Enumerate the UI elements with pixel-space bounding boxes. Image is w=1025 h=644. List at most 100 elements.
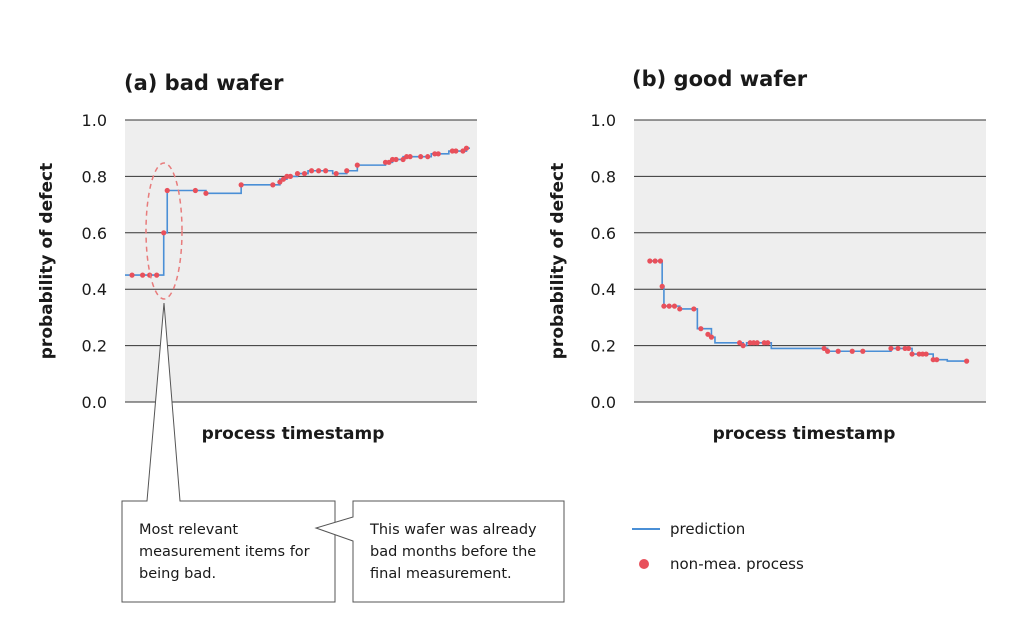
- panel-good-wafer: (b) good wafer 1.0 0.8 0.6 0.4 0.2 0.0 proces…: [548, 67, 986, 444]
- y-tick-labels-good-wafer: 1.0 0.8 0.6 0.4 0.2 0.0: [591, 111, 616, 412]
- nonmea-point-good-wafer-10: [705, 331, 711, 337]
- highlight-ellipse: [145, 162, 183, 300]
- y-tick-label-bad-wafer-3: 0.4: [82, 280, 107, 299]
- panel-title-bad-wafer: (a) bad wafer: [124, 71, 284, 95]
- nonmea-point-bad-wafer-16: [308, 168, 315, 174]
- x-axis-title-good-wafer: process timestamp: [713, 424, 896, 444]
- nonmea-point-good-wafer-8: [691, 306, 697, 312]
- gridlines-bad-wafer: [125, 119, 477, 403]
- nonmea-point-bad-wafer-7: [203, 190, 209, 196]
- nonmea-point-bad-wafer-34: [453, 148, 459, 154]
- nonmea-point-good-wafer-12: [737, 340, 743, 346]
- legend: prediction non-mea. process: [632, 520, 804, 573]
- y-axis-title-bad-wafer: probability of defect: [37, 163, 57, 359]
- nonmea-point-good-wafer-3: [659, 283, 665, 289]
- nonmea-point-good-wafer-33: [934, 357, 940, 363]
- y-tick-label-bad-wafer-5: 0.0: [82, 393, 107, 412]
- y-tick-label-good-wafer-4: 0.2: [591, 337, 616, 356]
- nonmea-point-bad-wafer-32: [435, 151, 441, 157]
- legend-nonmea-swatch: [639, 559, 649, 569]
- nonmea-point-bad-wafer-21: [354, 162, 360, 168]
- y-tick-label-good-wafer-1: 0.8: [591, 167, 616, 186]
- nonmea-point-good-wafer-4: [661, 303, 667, 309]
- nonmea-point-good-wafer-34: [964, 358, 970, 364]
- nonmea-point-bad-wafer-25: [393, 156, 399, 163]
- callout-right-line-1: This wafer was already: [369, 522, 537, 538]
- nonmea-point-bad-wafer-9: [270, 182, 276, 188]
- y-tick-label-good-wafer-3: 0.4: [591, 280, 616, 299]
- callout-right-line-3: final measurement.: [370, 566, 512, 582]
- nonmea-point-good-wafer-1: [652, 258, 658, 264]
- legend-prediction-label: prediction: [670, 520, 745, 538]
- y-tick-label-bad-wafer-1: 0.8: [82, 167, 107, 186]
- nonmea-point-good-wafer-20: [825, 348, 831, 354]
- x-axis-title-bad-wafer: process timestamp: [202, 424, 385, 444]
- nonmea-point-bad-wafer-8: [238, 182, 244, 188]
- y-tick-label-good-wafer-2: 0.6: [591, 224, 616, 243]
- series-good-wafer: [647, 258, 970, 364]
- nonmea-point-bad-wafer-36: [463, 145, 470, 151]
- nonmea-point-bad-wafer-26: [400, 156, 406, 163]
- callout-left-line-1: Most relevant: [139, 522, 238, 538]
- nonmea-point-bad-wafer-18: [323, 168, 329, 174]
- nonmea-point-bad-wafer-35: [460, 148, 466, 154]
- legend-nonmea-label: non-mea. process: [670, 555, 804, 573]
- nonmea-point-good-wafer-9: [698, 326, 704, 332]
- nonmea-point-good-wafer-13: [740, 343, 746, 349]
- nonmea-point-good-wafer-5: [666, 303, 672, 309]
- nonmea-point-bad-wafer-15: [301, 170, 308, 177]
- nonmea-point-bad-wafer-0: [129, 272, 135, 278]
- callout-left-line-3: being bad.: [139, 566, 216, 582]
- nonmea-point-bad-wafer-14: [294, 170, 301, 177]
- series-bad-wafer: [125, 145, 470, 278]
- nonmea-point-bad-wafer-1: [140, 272, 146, 278]
- nonmea-point-good-wafer-16: [754, 340, 760, 346]
- nonmea-point-good-wafer-21: [835, 348, 841, 354]
- nonmea-point-bad-wafer-5: [164, 187, 170, 194]
- nonmea-point-good-wafer-6: [671, 303, 678, 309]
- nonmea-point-bad-wafer-30: [425, 154, 431, 160]
- nonmea-point-good-wafer-24: [888, 345, 894, 352]
- y-tick-label-good-wafer-0: 1.0: [591, 111, 616, 130]
- gridlines-good-wafer: [634, 119, 986, 403]
- nonmea-point-bad-wafer-28: [407, 154, 413, 160]
- nonmea-point-bad-wafer-6: [192, 187, 198, 194]
- y-tick-label-bad-wafer-4: 0.2: [82, 337, 107, 356]
- nonmea-point-good-wafer-22: [849, 348, 855, 354]
- nonmea-point-bad-wafer-20: [344, 168, 350, 174]
- callouts: Most relevant measurement items for bein…: [121, 302, 565, 603]
- callout-right-box: [314, 500, 565, 603]
- nonmea-point-bad-wafer-13: [287, 173, 294, 179]
- callout-right-line-2: bad months before the: [370, 544, 536, 560]
- y-tick-label-good-wafer-5: 0.0: [591, 393, 616, 412]
- nonmea-point-good-wafer-31: [923, 351, 929, 357]
- nonmea-point-bad-wafer-4: [161, 230, 167, 236]
- callout-left-box: [121, 302, 336, 603]
- y-tick-label-bad-wafer-0: 1.0: [82, 111, 107, 130]
- nonmea-point-good-wafer-27: [905, 345, 912, 352]
- nonmea-point-bad-wafer-17: [316, 168, 322, 174]
- nonmea-point-good-wafer-2: [657, 258, 664, 264]
- nonmea-point-good-wafer-0: [647, 258, 653, 264]
- nonmea-point-good-wafer-19: [821, 345, 827, 352]
- y-tick-labels-bad-wafer: 1.0 0.8 0.6 0.4 0.2 0.0: [82, 111, 107, 412]
- nonmea-point-bad-wafer-23: [386, 159, 392, 165]
- nonmea-point-bad-wafer-11: [280, 176, 286, 182]
- panel-bad-wafer: (a) bad wafer 1.0 0.8 0.6 0.4 0.2 0.0 process…: [37, 71, 477, 444]
- nonmea-point-good-wafer-11: [708, 334, 715, 340]
- nonmea-point-good-wafer-18: [765, 340, 771, 346]
- nonmea-point-bad-wafer-19: [333, 170, 339, 177]
- panel-title-good-wafer: (b) good wafer: [632, 67, 808, 91]
- nonmea-point-bad-wafer-29: [418, 154, 424, 160]
- plot-area-bad-wafer: [125, 120, 477, 402]
- nonmea-point-good-wafer-7: [677, 306, 683, 312]
- nonmea-point-bad-wafer-10: [277, 179, 283, 185]
- y-axis-title-good-wafer: probability of defect: [548, 163, 568, 359]
- nonmea-point-good-wafer-28: [909, 351, 915, 357]
- nonmea-point-good-wafer-25: [895, 345, 901, 352]
- callout-left-line-2: measurement items for: [139, 544, 310, 560]
- nonmea-point-good-wafer-23: [860, 348, 866, 354]
- nonmea-point-bad-wafer-3: [154, 272, 160, 278]
- y-tick-label-bad-wafer-2: 0.6: [82, 224, 107, 243]
